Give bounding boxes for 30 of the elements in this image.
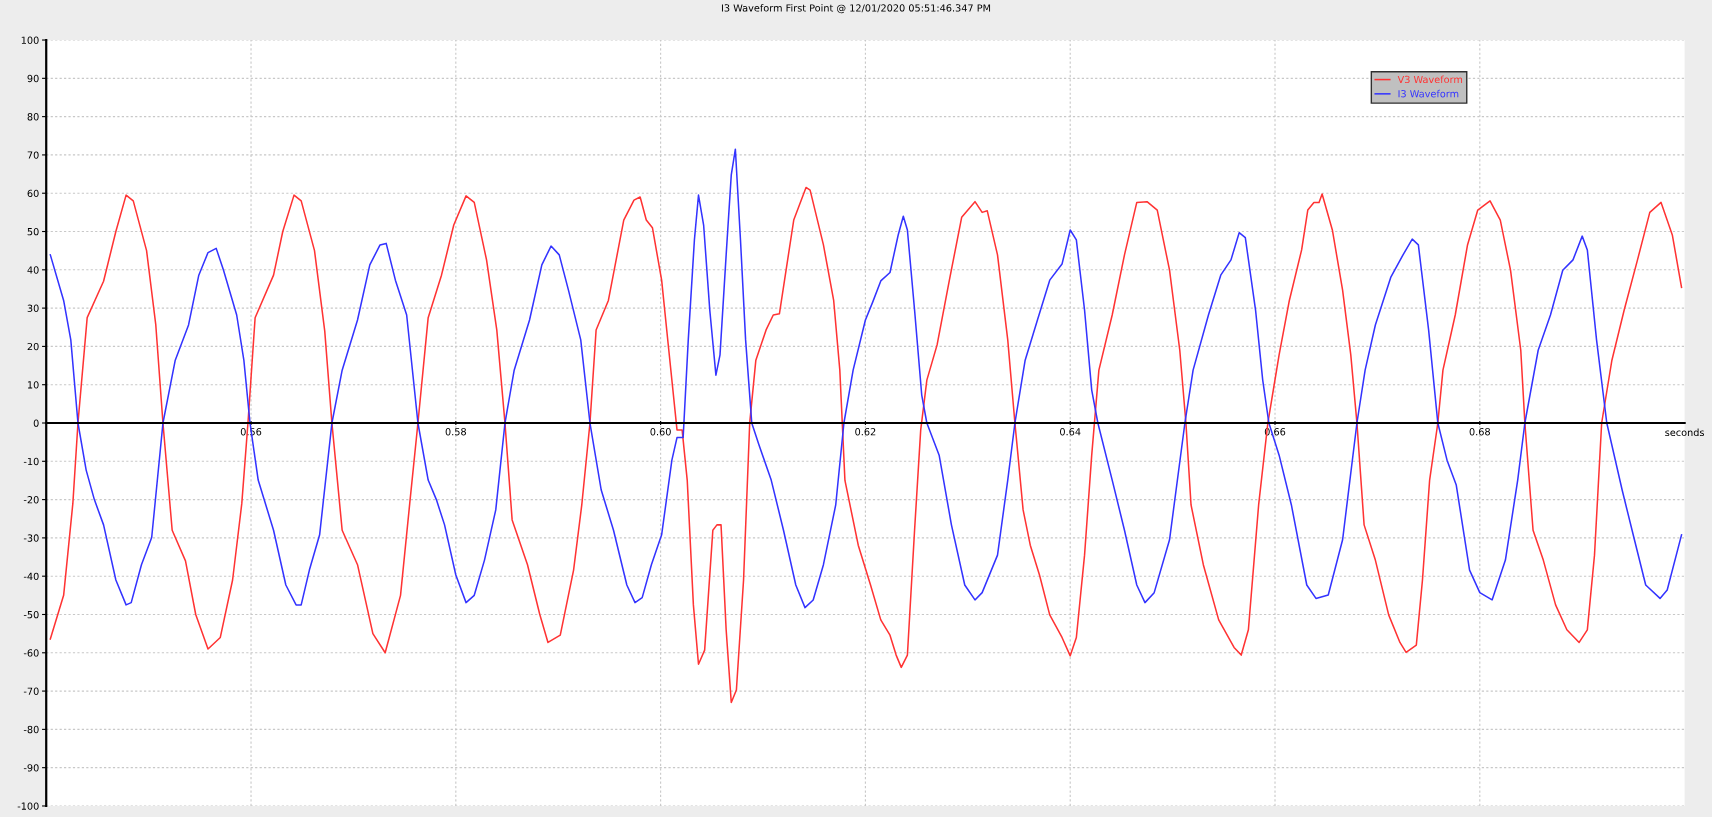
y-tick-label: 20 — [27, 342, 39, 351]
y-tick-label: 60 — [27, 189, 39, 198]
y-tick-label: 40 — [27, 266, 39, 274]
y-tick-label: -70 — [23, 687, 39, 695]
y-tick-label: 30 — [27, 304, 39, 312]
y-tick-label: -30 — [23, 534, 39, 542]
y-tick-label: 0 — [33, 419, 39, 427]
x-tick-label: 0.62 — [855, 428, 876, 436]
chart-title: I3 Waveform First Point @ 12/01/2020 05:51:46.347 PM — [721, 4, 991, 14]
y-tick-label: 90 — [27, 74, 39, 83]
x-tick-label: 0.64 — [1060, 428, 1081, 436]
y-tick-label: -90 — [23, 764, 39, 772]
y-tick-label: -40 — [23, 572, 39, 581]
x-tick-label: 0.58 — [445, 428, 466, 436]
y-tick-label: -100 — [17, 802, 39, 810]
y-tick-label: 10 — [27, 381, 39, 389]
x-tick-label: 0.68 — [1469, 428, 1490, 436]
y-tick-label: 100 — [21, 36, 39, 44]
y-tick-label: 50 — [27, 228, 39, 236]
y-tick-label: 70 — [27, 151, 39, 159]
y-tick-label: -60 — [23, 649, 39, 657]
y-tick-label: 80 — [27, 113, 39, 121]
legend-label: I3 Waveform — [1398, 89, 1459, 98]
y-tick-label: -20 — [23, 496, 39, 504]
y-tick-label: -10 — [23, 457, 39, 466]
x-tick-label: 0.60 — [650, 428, 671, 436]
y-tick-label: -80 — [23, 725, 39, 734]
x-axis-title: seconds — [1665, 428, 1704, 437]
legend-label: V3 Waveform — [1397, 75, 1463, 84]
y-tick-label: -50 — [23, 610, 39, 619]
